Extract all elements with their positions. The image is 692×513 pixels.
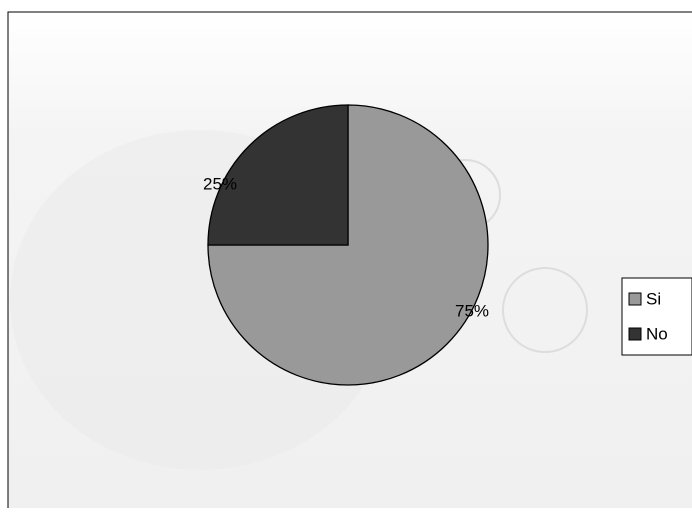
legend-box <box>621 277 692 356</box>
legend-label: No <box>646 324 668 343</box>
globe-decoration <box>502 267 588 353</box>
pie-slice <box>207 104 349 246</box>
data-label: 75% <box>455 301 489 320</box>
legend-swatch <box>628 327 642 341</box>
data-label: 25% <box>203 174 237 193</box>
pie-slice <box>207 104 489 386</box>
frame <box>7 11 692 508</box>
legend-label: Si <box>646 289 661 308</box>
legend-swatch <box>628 292 642 306</box>
